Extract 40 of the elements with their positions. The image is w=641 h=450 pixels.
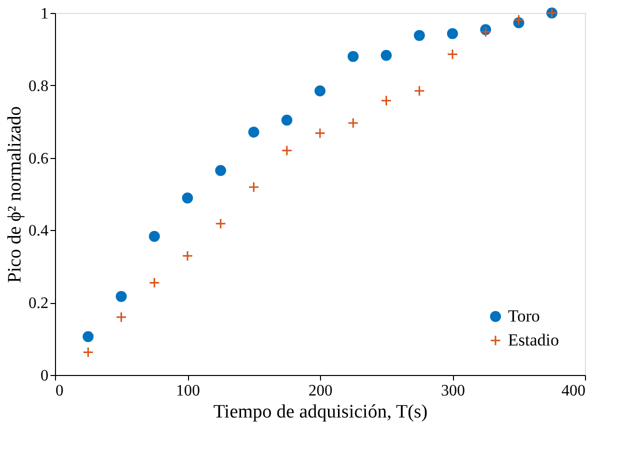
legend-label: Toro (508, 306, 540, 326)
point (314, 85, 326, 96)
point (281, 114, 292, 126)
point (281, 145, 292, 156)
point (182, 250, 193, 262)
point (148, 277, 160, 288)
point (380, 50, 392, 61)
point (215, 218, 226, 230)
y-axis-title: Pico de ϕ² normalizado (4, 106, 26, 283)
point (414, 30, 425, 41)
point (182, 192, 193, 204)
y-tick-label: 0.6 (28, 150, 48, 168)
x-axis-title: Tiempo de adquisición, T(s) (213, 402, 428, 422)
point (447, 48, 458, 60)
point (82, 346, 94, 358)
point (116, 290, 127, 302)
point (513, 14, 524, 26)
x-tick-label: 200 (308, 382, 332, 400)
point (447, 28, 458, 40)
point (380, 95, 392, 106)
x-tick-label: 400 (562, 382, 586, 400)
y-tick-label: 0.8 (28, 78, 48, 95)
y-tick-label: 0 (40, 368, 48, 384)
point (116, 312, 127, 323)
point (215, 164, 226, 176)
point (314, 128, 326, 139)
x-tick-label: 0 (56, 382, 64, 400)
y-tick-label: 0.2 (28, 295, 48, 312)
x-tick-label: 100 (176, 382, 200, 400)
x-tick-label: 300 (441, 382, 465, 400)
point (82, 331, 94, 342)
point (348, 118, 359, 129)
y-tick-label: 1 (40, 6, 48, 22)
point (248, 126, 260, 138)
legend-label: Estadio (508, 330, 559, 350)
point (248, 182, 260, 193)
y-tick-label: 0.4 (28, 222, 48, 240)
point (414, 85, 425, 96)
point (348, 50, 359, 62)
point (148, 230, 160, 242)
